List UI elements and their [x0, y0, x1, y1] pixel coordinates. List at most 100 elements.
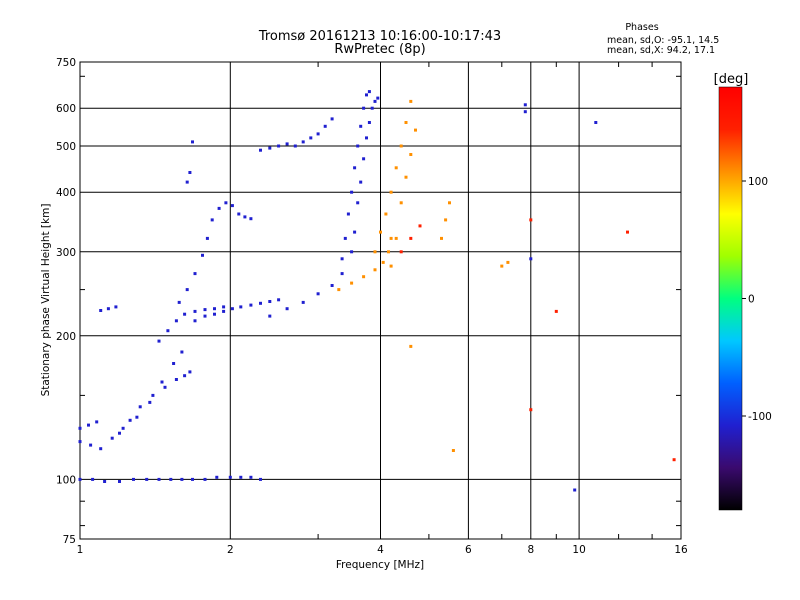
data-point: [340, 257, 344, 261]
data-point: [114, 305, 118, 309]
data-point: [409, 236, 413, 240]
data-point: [180, 477, 184, 481]
data-point: [99, 447, 103, 451]
colorbar-ticks: -100 0 100: [742, 176, 772, 423]
data-point: [379, 230, 382, 234]
data-point: [554, 309, 558, 313]
data-point: [145, 477, 149, 481]
data-point: [356, 201, 360, 205]
data-point: [277, 144, 281, 148]
data-point: [337, 288, 341, 292]
data-point: [237, 212, 241, 216]
data-point: [121, 426, 125, 430]
data-point: [359, 124, 363, 128]
data-point: [230, 204, 234, 208]
data-point: [132, 477, 135, 481]
data-point: [268, 314, 272, 318]
data-point: [128, 418, 132, 422]
minor-ticks: [80, 62, 681, 539]
y-axis-label: Stationary phase Virtual Height [km]: [40, 204, 52, 397]
data-point: [350, 281, 354, 285]
data-point: [203, 308, 207, 312]
data-point: [268, 146, 272, 150]
data-point: [394, 166, 398, 170]
data-point: [183, 312, 187, 316]
data-point: [523, 110, 527, 114]
y-tick-label: 600: [56, 103, 76, 115]
data-point: [448, 201, 451, 205]
data-point: [293, 144, 297, 148]
data-point: [399, 144, 403, 148]
data-point: [277, 298, 281, 302]
data-point: [362, 157, 366, 161]
data-point: [118, 431, 121, 435]
data-point: [193, 272, 197, 276]
colorbar-label: [deg]: [714, 72, 749, 87]
data-point: [301, 300, 305, 304]
data-point: [78, 426, 82, 430]
data-point: [95, 420, 99, 424]
data-point: [399, 201, 403, 205]
data-point: [353, 166, 357, 170]
data-point: [172, 362, 176, 365]
y-tick-label: 400: [56, 187, 76, 199]
data-point: [409, 344, 413, 348]
data-point: [78, 440, 82, 444]
data-point: [191, 140, 194, 144]
data-point: [259, 148, 262, 152]
data-point: [367, 90, 371, 94]
x-tick-label: 2: [227, 544, 234, 556]
y-axis-ticks: 75 100 200 300 400 500 600 750: [56, 57, 76, 546]
colorbar-tick-label: 100: [748, 176, 768, 188]
data-point: [103, 480, 107, 483]
data-point: [259, 477, 262, 481]
grid-lines: [80, 62, 681, 539]
data-point: [180, 350, 184, 354]
data-point: [210, 218, 214, 222]
data-points: [78, 90, 676, 492]
data-point: [188, 171, 192, 174]
x-tick-label: 1: [77, 544, 84, 556]
data-point: [213, 307, 216, 311]
data-point: [230, 307, 234, 311]
data-point: [389, 264, 393, 268]
data-point: [174, 319, 178, 323]
colorbar-tick-label: -100: [748, 411, 772, 423]
data-point: [444, 218, 448, 222]
data-point: [404, 121, 408, 124]
data-point: [213, 312, 216, 316]
data-point: [166, 329, 170, 333]
x-axis-ticks: 1 2 4 6 8 10 16: [77, 544, 688, 556]
data-point: [285, 142, 289, 146]
data-point: [316, 292, 320, 296]
data-point: [626, 230, 629, 234]
data-point: [506, 260, 510, 264]
data-point: [135, 415, 139, 419]
data-point: [203, 314, 207, 318]
data-point: [239, 305, 243, 309]
data-point: [359, 180, 363, 184]
data-point: [249, 217, 253, 221]
data-point: [367, 121, 371, 124]
data-point: [224, 201, 228, 205]
data-point: [365, 93, 368, 97]
data-point: [89, 443, 93, 447]
data-point: [529, 257, 533, 261]
stats-o-mode: mean, sd,O: -95.1, 14.5: [607, 35, 719, 46]
data-point: [365, 136, 368, 140]
data-point: [243, 215, 247, 219]
data-point: [330, 284, 334, 287]
data-point: [228, 475, 232, 479]
colorbar-gradient-bar: [718, 86, 743, 511]
data-point: [160, 380, 164, 384]
data-point: [399, 250, 403, 254]
data-point: [183, 374, 187, 378]
y-tick-label: 750: [56, 57, 76, 69]
data-point: [157, 477, 161, 481]
x-tick-label: 4: [377, 544, 384, 556]
data-point: [323, 124, 327, 128]
data-point: [222, 309, 226, 313]
data-point: [529, 218, 533, 222]
stats-heading: Phases: [625, 22, 658, 33]
data-point: [500, 264, 504, 268]
